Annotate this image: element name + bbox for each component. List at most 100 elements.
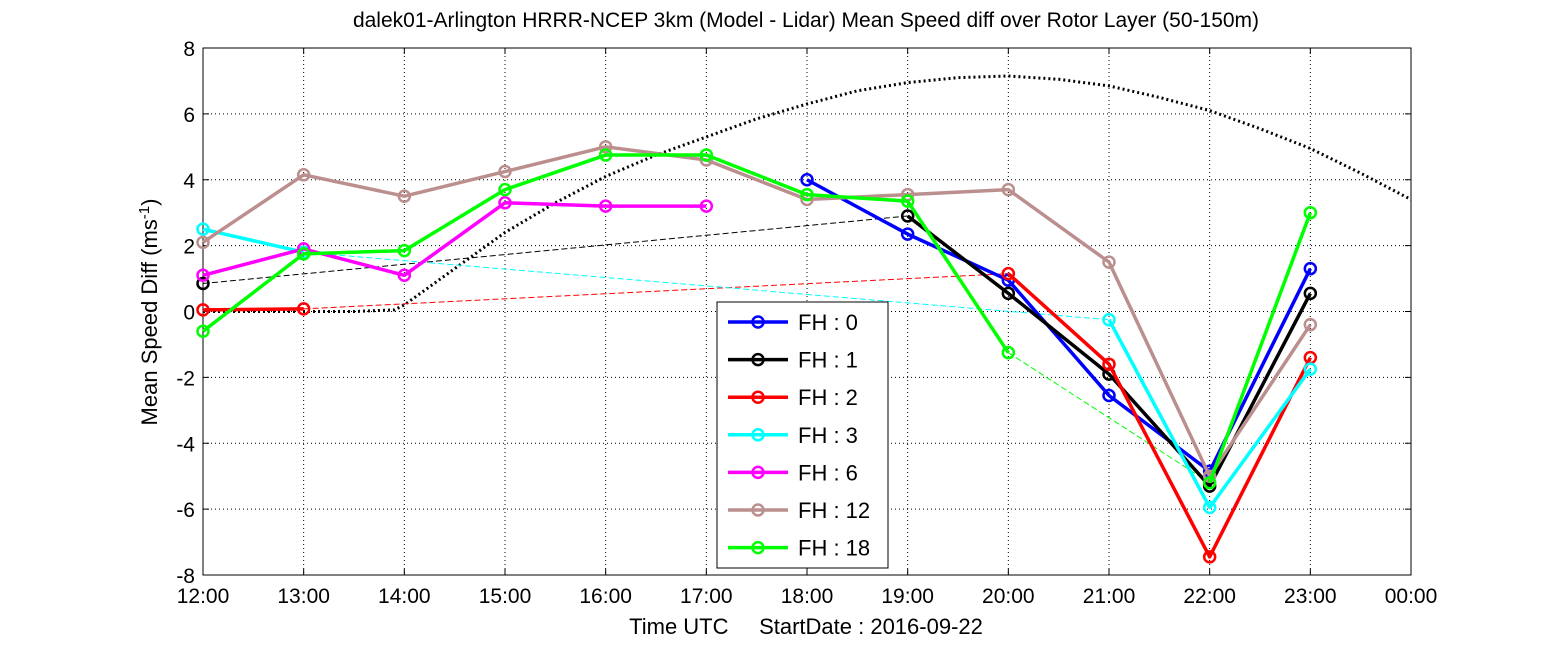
series-line [201,153,1010,354]
data-point [196,268,210,283]
axis-ticks [202,47,1412,576]
legend: FH : 0 FH : 1 FH : 2 FH : 3 FH : 6 FH : 12 FH … [716,301,889,569]
series-line [1208,212,1312,484]
y-tick-label: 0 [183,302,195,325]
data-point [1303,205,1318,220]
data-point [1102,255,1116,269]
data-point [498,196,512,210]
data-point [397,243,412,258]
y-tick-label: 2 [183,236,195,259]
data-point [498,182,512,197]
series-line [1007,272,1312,559]
x-tick-label: 21:00 [1083,585,1136,608]
legend-swatch-marker [751,428,765,442]
data-point [598,140,613,154]
gap-connector-lines [202,215,1210,484]
legend-label: FH : 3 [798,423,858,448]
reference-curve [203,74,1412,313]
series-line [202,307,304,312]
data-point [598,148,613,162]
x-tick-label: 22:00 [1183,585,1236,608]
x-tick-label: 15:00 [479,585,532,608]
series-1 [196,209,1318,493]
data-point [699,148,714,162]
series-line [202,145,1312,478]
x-tick-label: 14:00 [378,585,431,608]
data-point [1001,286,1016,301]
y-tick-label: -2 [176,367,195,390]
x-tick-label: 13:00 [277,585,330,608]
legend-item: FH : 0 [728,310,858,335]
data-point [397,268,412,283]
y-tick-label: -8 [176,565,195,588]
legend-swatch-marker [751,465,765,480]
data-point [1102,388,1116,403]
data-point [1303,286,1318,301]
series-4 [196,196,714,283]
legend-swatch-marker [751,503,765,517]
data-point [296,247,311,261]
y-tick-label: -4 [176,433,195,456]
data-point [196,276,210,291]
legend-item: FH : 18 [728,536,870,561]
y-tick-label: 4 [183,170,195,193]
legend-label: FH : 0 [798,310,858,335]
data-point [498,164,512,179]
reference-curve-line [203,74,1412,313]
legend-items: FH : 0 FH : 1 FH : 2 FH : 3 FH : 6 FH : 12 FH … [728,310,870,561]
x-tick-label: 12:00 [177,585,230,608]
x-tick-labels: 12:00 13:00 14:00 15:00 16:00 17:00 18:00 19:00… [177,585,1438,608]
legend-item: FH : 2 [728,385,858,410]
chart-title: dalek01-Arlington HRRR-NCEP 3km (Model -… [353,9,1259,32]
y-tick-labels: -8 -6 -4 -2 0 2 4 6 8 [176,38,195,588]
data-point [1202,550,1217,564]
legend-item: FH : 12 [728,498,870,523]
legend-label: FH : 6 [798,460,858,485]
data-point [1303,317,1318,332]
legend-label: FH : 1 [798,348,858,373]
legend-item: FH : 3 [728,423,858,448]
data-point [196,324,210,339]
data-point [900,194,915,208]
data-point [900,209,915,223]
x-tick-label: 17:00 [680,585,733,608]
data-point [196,222,210,236]
gap-connector [202,215,908,285]
data-point [1102,312,1116,327]
y-tick-label: -6 [176,499,195,522]
x-axis-label: Time UTC StartDate : 2016-09-22 [629,614,983,639]
series-2 [196,266,1318,564]
legend-item: FH : 6 [728,460,858,485]
legend-swatch-marker [751,352,765,367]
data-point [397,189,412,203]
legend-swatch-marker [751,540,765,555]
legend-label: FH : 2 [798,385,858,410]
series-line [906,214,1312,488]
data-point [1303,362,1318,376]
data-point [1202,500,1217,515]
data-point [1001,266,1016,281]
data-point [800,187,814,202]
data-point [296,302,311,316]
legend-swatch-marker [751,315,765,329]
data-point [1202,476,1217,490]
series-line [1107,318,1312,510]
y-tick-label: 8 [183,38,195,61]
x-tick-label: 16:00 [579,585,632,608]
gap-connector [303,273,1009,310]
series-group [196,140,1318,564]
y-axis-label-superscript: -1 [136,206,153,219]
gap-connector [1008,352,1210,484]
data-point [1001,182,1016,197]
y-axis-label-main: Mean Speed Diff (ms [137,219,162,425]
y-axis-label-close: ) [137,199,162,206]
data-point [296,168,311,182]
data-point [1001,345,1016,360]
data-point [800,173,814,187]
series-line [202,201,707,278]
data-point [900,227,915,241]
x-tick-label: 00:00 [1385,585,1438,608]
legend-item: FH : 1 [728,348,858,373]
y-tick-label: 6 [183,104,195,127]
